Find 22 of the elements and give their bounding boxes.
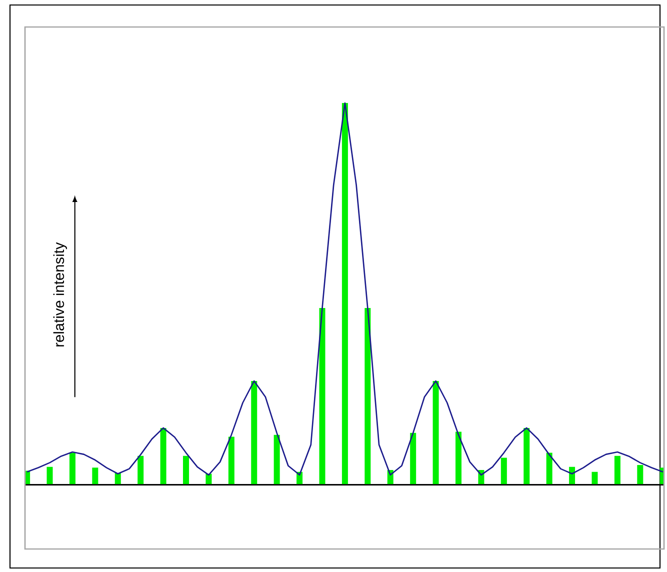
bar	[228, 436, 234, 485]
bar	[524, 428, 530, 485]
bar	[592, 472, 598, 485]
bar	[637, 464, 644, 485]
bar	[251, 380, 258, 485]
bar	[500, 458, 507, 485]
bar	[364, 308, 371, 485]
bar	[614, 456, 620, 485]
bar	[160, 428, 166, 485]
bar	[182, 456, 189, 485]
bar	[432, 380, 439, 485]
bar	[138, 456, 144, 485]
y-axis-title: relative intensity	[53, 242, 67, 346]
bar	[342, 102, 348, 485]
bar	[46, 466, 53, 485]
bar	[274, 434, 280, 485]
bar	[546, 452, 552, 485]
bar	[319, 308, 326, 485]
bar	[455, 432, 462, 485]
bar	[410, 432, 416, 485]
bar	[69, 452, 76, 485]
bar	[92, 468, 98, 485]
